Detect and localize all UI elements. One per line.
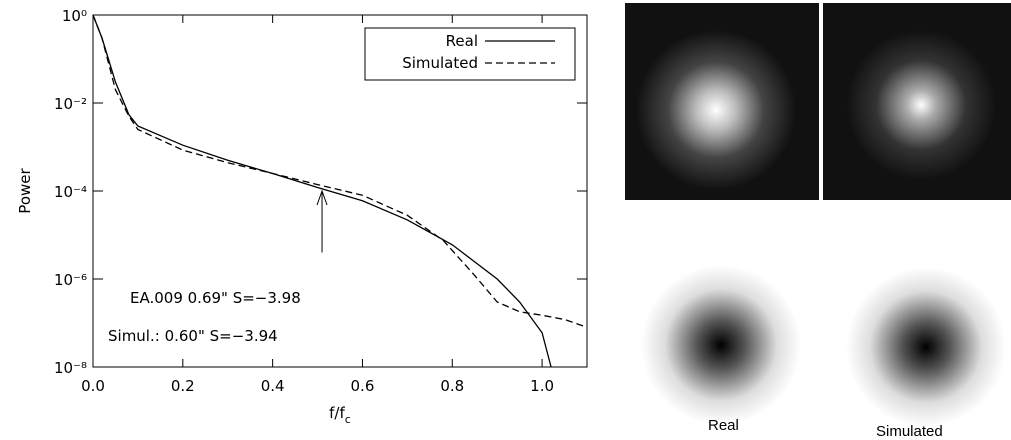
- y-tick-label: 10⁰: [62, 7, 87, 25]
- x-label-sub: c: [345, 413, 351, 426]
- annotation: EA.009 0.69" S=−3.98: [130, 289, 301, 307]
- y-axis-label: Power: [16, 167, 34, 213]
- x-label-main: f/f: [329, 404, 345, 422]
- speckle: [636, 30, 796, 190]
- image-caption: Real: [708, 417, 739, 434]
- x-tick-label: 0.8: [440, 377, 464, 395]
- x-tick-label: 0.2: [171, 377, 195, 395]
- image-panel: [625, 3, 1011, 427]
- image-caption: Simulated: [876, 423, 943, 440]
- x-tick-label: 0.0: [81, 377, 105, 395]
- arrow-head: [316, 189, 328, 206]
- speckle: [846, 30, 996, 180]
- legend-label: Simulated: [402, 54, 478, 72]
- x-tick-label: 0.6: [351, 377, 375, 395]
- x-tick-label: 1.0: [530, 377, 554, 395]
- y-tick-label: 10⁻⁴: [54, 183, 87, 201]
- x-tick-label: 0.4: [261, 377, 285, 395]
- simulated-psf-image: [846, 267, 1006, 427]
- x-axis-label: f/fc: [329, 404, 351, 426]
- series-line: [92, 14, 552, 368]
- chart: Power f/fc EA.009 0.69" S=−3.98 Simul.: …: [16, 7, 588, 426]
- real-psf-image: [641, 265, 801, 425]
- annotation: Simul.: 0.60" S=−3.94: [108, 327, 278, 345]
- legend-label: Real: [446, 32, 478, 50]
- y-tick-label: 10⁻⁸: [54, 359, 87, 377]
- series-line: [92, 14, 588, 328]
- legend-box: [364, 27, 576, 81]
- y-tick-label: 10⁻²: [54, 95, 87, 113]
- y-tick-label: 10⁻⁶: [54, 271, 87, 289]
